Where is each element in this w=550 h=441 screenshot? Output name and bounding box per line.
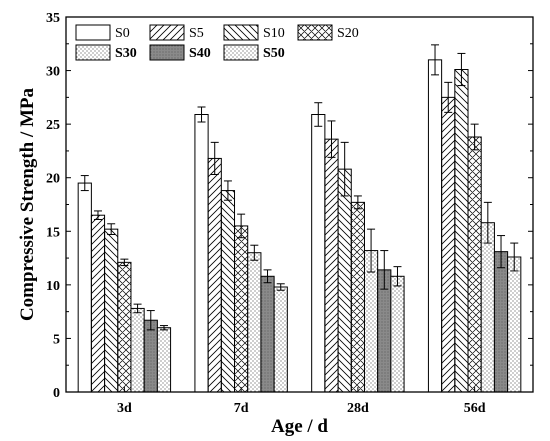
legend-label-s20: S20 <box>337 26 359 41</box>
bar-s30-56d <box>480 222 495 393</box>
bar-s50-3d <box>156 327 172 393</box>
bar-s0-3d <box>77 182 92 393</box>
legend-swatch-s40 <box>149 44 185 61</box>
legend-label-s30: S30 <box>115 46 137 61</box>
y-tick-label: 25 <box>46 118 60 133</box>
bar-s5-7d <box>207 157 222 393</box>
legend-label-s5: S5 <box>189 26 204 41</box>
legend-swatch-s50 <box>223 44 259 61</box>
legend-label-s50: S50 <box>263 46 285 61</box>
legend-swatch-s20 <box>297 24 333 41</box>
y-tick-label: 0 <box>53 386 60 401</box>
bar-s40-3d <box>143 319 158 393</box>
bar-s5-28d <box>324 138 339 393</box>
legend-swatch-s0 <box>75 24 111 41</box>
bar-s10-28d <box>337 168 352 393</box>
bar-s30-3d <box>130 307 145 393</box>
bar-s20-28d <box>350 201 365 393</box>
bar-s30-7d <box>247 252 262 393</box>
legend-label-s0: S0 <box>115 26 130 41</box>
y-tick-label: 5 <box>53 332 60 347</box>
x-tick-label: 7d <box>234 401 249 416</box>
legend-swatch-s30 <box>75 44 111 61</box>
bar-s20-3d <box>117 261 132 393</box>
bar-s10-56d <box>454 69 469 393</box>
y-tick-label: 10 <box>46 279 60 294</box>
y-axis-ticks: 0 5 10 15 20 25 30 35 <box>46 11 533 401</box>
x-tick-label: 28d <box>347 401 369 416</box>
bar-s5-3d <box>90 214 106 393</box>
bar-s0-28d <box>311 114 326 393</box>
bar-s5-56d <box>441 96 456 393</box>
bar-s10-3d <box>104 228 119 393</box>
bar-s40-7d <box>260 275 275 393</box>
bar-s50-7d <box>273 286 288 393</box>
y-axis-title: Compressive Strength / MPa <box>17 87 38 321</box>
bar-s20-7d <box>234 225 249 393</box>
x-axis-ticks: 3d 7d 28d 56d <box>117 387 486 416</box>
legend-swatch-s10 <box>223 24 259 41</box>
y-tick-label: 20 <box>46 172 60 187</box>
legend-label-s40: S40 <box>189 46 211 61</box>
x-axis-title: Age / d <box>271 416 328 437</box>
y-tick-label: 35 <box>46 11 60 26</box>
bar-s50-28d <box>390 275 405 393</box>
bar-s50-56d <box>507 256 522 393</box>
x-tick-label: 3d <box>117 401 132 416</box>
bar-s20-56d <box>467 136 482 393</box>
bar-s40-56d <box>493 251 509 393</box>
bar-s0-7d <box>194 114 209 393</box>
legend: S0 S5 S10 S20 S30 S40 S50 <box>70 21 368 65</box>
y-tick-label: 15 <box>46 225 60 240</box>
bar-s0-56d <box>427 59 443 393</box>
bar-s10-7d <box>220 190 236 393</box>
y-tick-label: 30 <box>46 65 60 80</box>
legend-swatch-s5 <box>149 24 185 41</box>
x-tick-label: 56d <box>464 401 486 416</box>
error-bars-layer <box>80 44 519 331</box>
legend-label-s10: S10 <box>263 26 285 41</box>
